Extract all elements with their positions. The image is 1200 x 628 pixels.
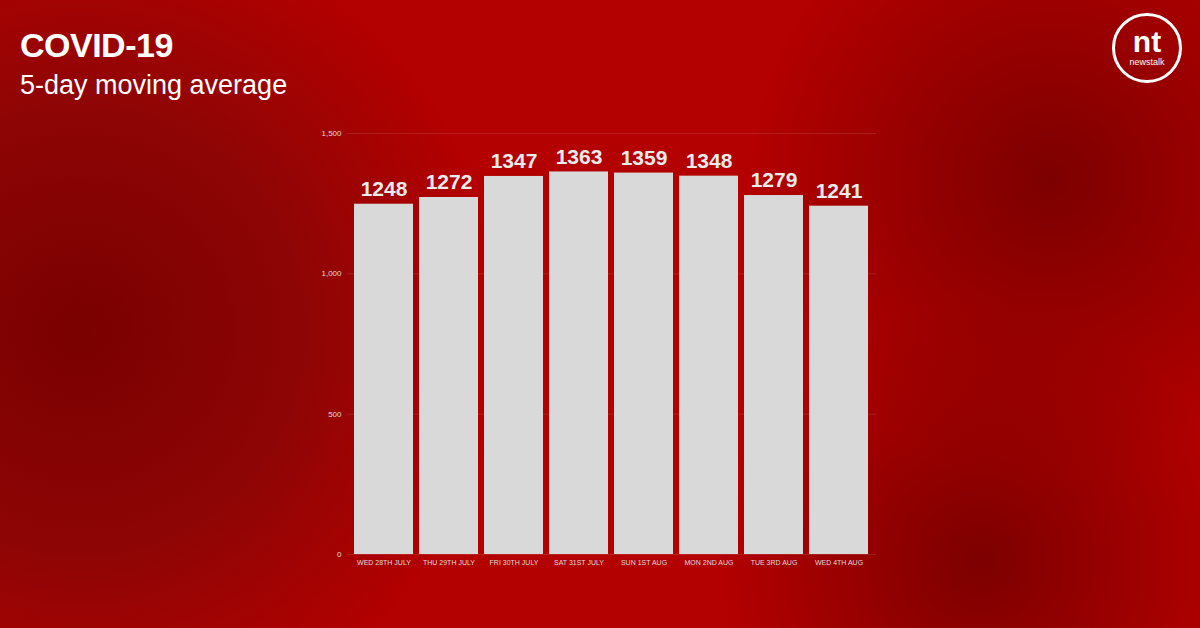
svg-text:1348: 1348 (686, 149, 733, 172)
svg-text:TUE 3RD AUG: TUE 3RD AUG (751, 559, 798, 566)
svg-text:SUN 1ST AUG: SUN 1ST AUG (621, 559, 667, 566)
svg-text:1,500: 1,500 (321, 129, 342, 138)
svg-text:WED 4TH AUG: WED 4TH AUG (815, 559, 863, 566)
svg-text:MON 2ND AUG: MON 2ND AUG (684, 559, 733, 566)
svg-text:0: 0 (337, 550, 342, 559)
svg-text:1347: 1347 (491, 149, 538, 172)
svg-text:1,000: 1,000 (321, 269, 342, 278)
svg-text:WED 28TH JULY: WED 28TH JULY (357, 559, 411, 566)
html-text:nt: nt (1132, 25, 1162, 58)
svg-text:1359: 1359 (621, 146, 668, 169)
html-text:newstalk: newstalk (1129, 57, 1165, 67)
svg-text:1279: 1279 (751, 168, 798, 191)
svg-text:FRI 30TH JULY: FRI 30TH JULY (490, 559, 539, 566)
svg-text:1241: 1241 (816, 179, 863, 202)
html-text:5-day moving average: 5-day moving average (20, 70, 288, 100)
svg-text:1363: 1363 (556, 145, 603, 168)
svg-text:SAT 31ST JULY: SAT 31ST JULY (554, 559, 604, 566)
html-text:COVID-19: COVID-19 (20, 26, 173, 64)
svg-text:1248: 1248 (361, 177, 408, 200)
svg-text:500: 500 (328, 410, 342, 419)
svg-text:1272: 1272 (426, 170, 473, 193)
svg-text:THU 29TH JULY: THU 29TH JULY (423, 559, 475, 566)
